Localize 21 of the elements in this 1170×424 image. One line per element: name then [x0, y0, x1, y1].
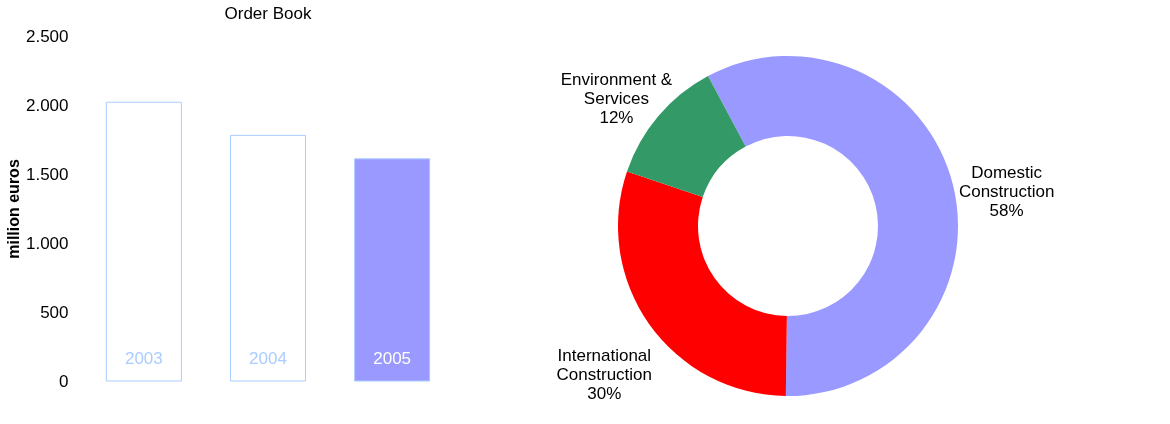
y-axis-title: million euros [4, 159, 22, 259]
slice-label: International Construction [556, 345, 653, 384]
y-tick-label: 1.000 [25, 233, 69, 253]
chart-title: Order Book [224, 4, 312, 23]
y-tick-label: 2.500 [25, 26, 69, 46]
x-tick-label: 2003 [124, 349, 163, 368]
y-tick-label: 2.000 [25, 95, 69, 115]
bar [230, 134, 306, 382]
y-tick-label: 500 [40, 302, 69, 322]
slice-label: Environment & Services [560, 70, 673, 109]
slice-label: Domestic Construction [958, 162, 1055, 201]
donut-slice [707, 56, 958, 396]
x-tick-label: 2005 [373, 349, 412, 368]
data-label: 12% [599, 108, 634, 128]
y-tick-label: 0 [59, 371, 69, 391]
bar [354, 158, 431, 382]
y-tick-label: 1.500 [25, 164, 69, 184]
data-label: 58% [989, 200, 1024, 220]
x-tick-label: 2004 [249, 349, 287, 368]
bar [105, 101, 182, 382]
data-label: 30% [587, 383, 622, 403]
